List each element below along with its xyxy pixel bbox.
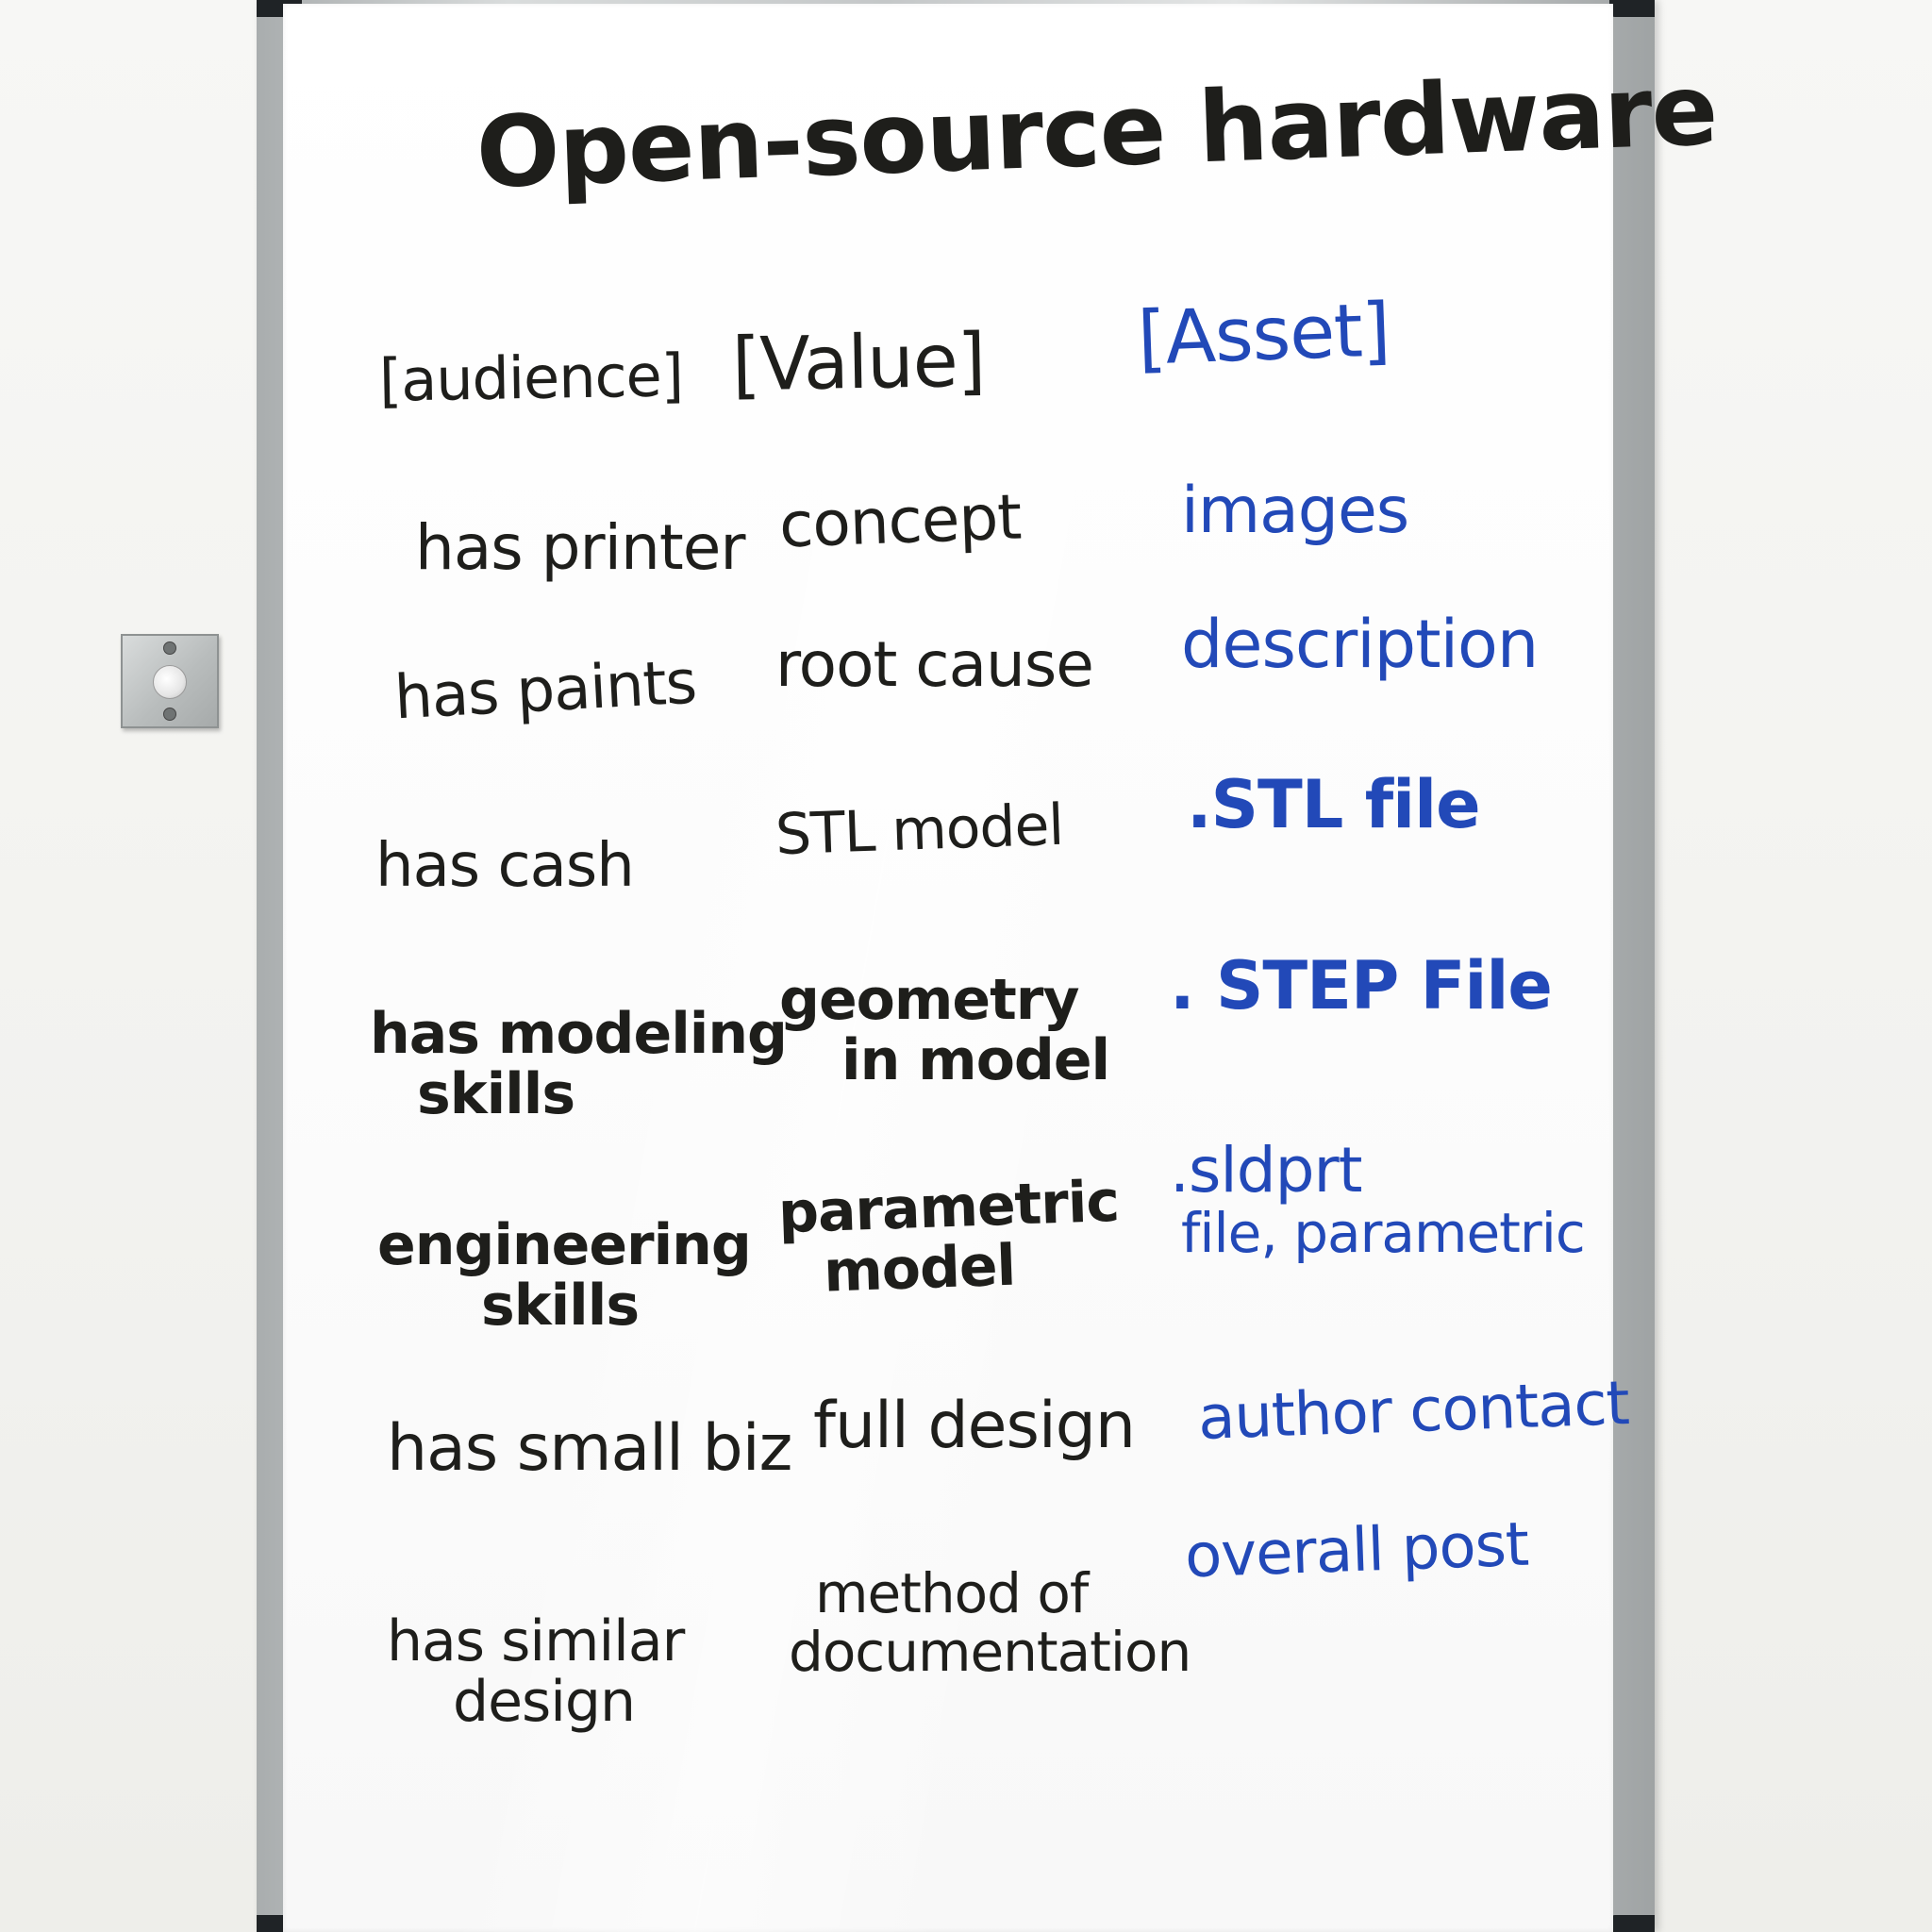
audience-item-line2: skills	[481, 1273, 640, 1339]
asset-item-line1: description	[1181, 606, 1539, 683]
audience-item: has similar design	[387, 1613, 685, 1735]
asset-item-line1: .STL file	[1187, 766, 1481, 843]
value-item: method of documentation	[789, 1566, 1191, 1679]
audience-item-line1: has small biz	[387, 1411, 792, 1486]
audience-item: has printer	[415, 517, 745, 579]
screw-icon	[163, 641, 176, 655]
value-item-line2: model	[822, 1232, 1017, 1306]
asset-item: . STEP File	[1170, 953, 1553, 1019]
whiteboard-surface	[283, 4, 1613, 1932]
asset-item: description	[1181, 611, 1539, 677]
asset-item-line2: file, parametric	[1181, 1201, 1586, 1265]
asset-item-line1: .sldprt	[1170, 1134, 1363, 1207]
audience-item-line1: has printer	[415, 511, 745, 584]
value-item-line2: in model	[841, 1027, 1110, 1093]
audience-item-line1: engineering	[377, 1212, 752, 1278]
audience-item-line2: design	[453, 1669, 636, 1735]
knob-icon	[153, 665, 187, 699]
value-item-line1: concept	[777, 480, 1023, 562]
value-item: full design	[813, 1394, 1136, 1458]
audience-item: has small biz	[387, 1417, 792, 1481]
wall-plate	[121, 634, 219, 728]
header-asset: [Asset]	[1136, 288, 1391, 382]
screw-icon	[163, 708, 176, 721]
audience-item-line1: has similar	[387, 1608, 685, 1674]
value-item-line1: root cause	[775, 628, 1094, 701]
value-item-line2: documentation	[789, 1620, 1191, 1684]
asset-item-line1: images	[1181, 474, 1409, 548]
audience-item-line1: has cash	[375, 831, 635, 901]
value-item: concept	[778, 481, 1023, 562]
value-item-line1: full design	[813, 1389, 1136, 1463]
asset-item: images	[1181, 479, 1409, 543]
value-item-line1: STL model	[774, 791, 1065, 869]
header-value: [Value]	[731, 318, 986, 408]
frame-corner	[1609, 1915, 1655, 1932]
value-item-line1: geometry	[779, 967, 1079, 1033]
value-item: parametric model	[777, 1169, 1122, 1306]
audience-item: engineering skills	[377, 1217, 752, 1339]
value-item-line1: method of	[815, 1561, 1089, 1625]
asset-item: .sldprt file, parametric	[1170, 1140, 1586, 1265]
value-item: geometry in model	[779, 972, 1110, 1093]
frame-corner	[1609, 0, 1655, 17]
asset-item: overall post	[1184, 1510, 1529, 1592]
audience-item: has modeling skills	[370, 1006, 788, 1127]
audience-item-line1: has modeling	[370, 1001, 788, 1067]
asset-item: author contact	[1197, 1369, 1630, 1454]
asset-item-line1: . STEP File	[1170, 947, 1553, 1024]
asset-item-line1: overall post	[1183, 1509, 1530, 1592]
audience-item-line2: skills	[417, 1061, 575, 1127]
asset-item: .STL file	[1187, 772, 1481, 838]
audience-item: has paints	[392, 648, 698, 734]
value-item: root cause	[775, 634, 1094, 696]
audience-item: has cash	[375, 836, 635, 896]
value-item: STL model	[774, 792, 1064, 869]
header-audience: [audience]	[378, 341, 684, 415]
